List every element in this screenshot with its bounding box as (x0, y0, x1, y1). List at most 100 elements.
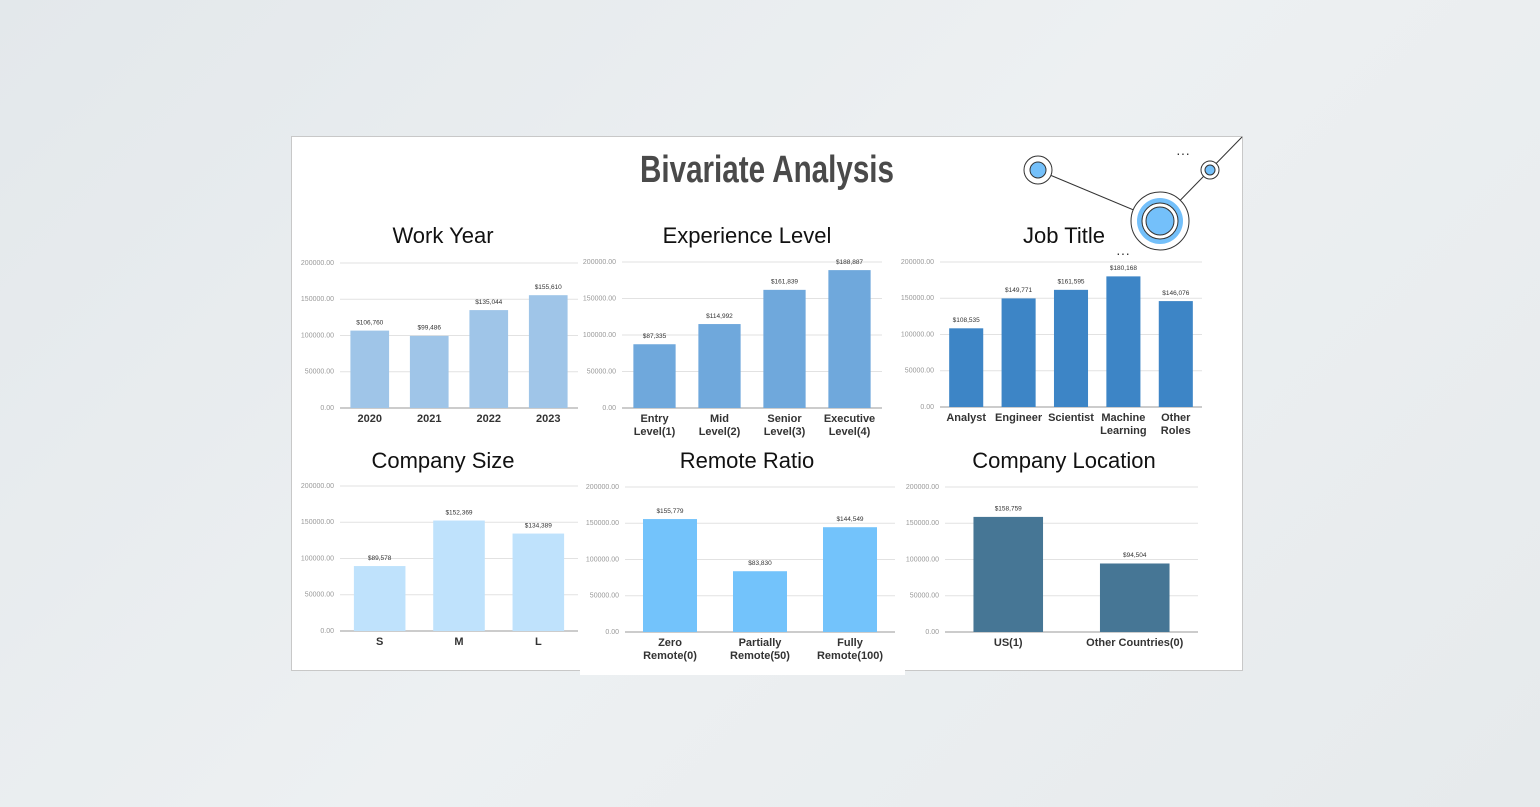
chart-title: Company Location (972, 448, 1155, 473)
x-tick-label: Other Countries(0) (1086, 637, 1184, 649)
x-tick-label: Partially Remote(50) (730, 637, 790, 662)
y-tick-label: 100000.00 (301, 332, 334, 339)
bar (350, 330, 390, 408)
bar (698, 324, 741, 408)
value-label: $144,549 (836, 516, 863, 523)
y-tick-label: 50000.00 (305, 592, 334, 599)
svg-text:···: ··· (1116, 245, 1130, 261)
x-tick-label-box: 2021 (417, 413, 441, 425)
x-tick-label-box: M (454, 636, 464, 648)
value-label: $83,830 (748, 560, 772, 567)
x-tick-label-box: Mid Level(2) (698, 413, 741, 438)
x-tick-label-box: S (375, 636, 384, 648)
bar (433, 520, 485, 631)
y-tick-label: 50000.00 (910, 593, 939, 600)
x-tick-label-box: Engineer (995, 412, 1042, 424)
x-tick-label-box: Entry Level(1) (633, 413, 676, 438)
x-tick-label: Entry Level(1) (633, 413, 676, 438)
bar (1053, 289, 1089, 407)
y-tick-label: 150000.00 (301, 519, 334, 526)
x-tick-label: Executive Level(4) (823, 413, 876, 438)
x-tick-label: L (534, 636, 542, 648)
chart-title: Job Title (1023, 223, 1105, 248)
value-label: $114,992 (706, 313, 733, 320)
x-tick-label: 2020 (357, 413, 382, 425)
y-tick-label: 150000.00 (901, 295, 934, 302)
bar (1001, 298, 1036, 407)
y-tick-label: 0.00 (605, 629, 619, 636)
y-tick-label: 50000.00 (305, 369, 334, 376)
x-tick-label: Fully Remote(100) (816, 637, 884, 662)
value-label: $94,504 (1123, 552, 1147, 559)
value-label: $161,595 (1057, 279, 1084, 286)
value-label: $106,760 (356, 319, 383, 326)
x-tick-label: M (454, 636, 464, 648)
x-tick-label: Analyst (946, 412, 987, 424)
x-tick-label: Machine Learning (1100, 412, 1147, 437)
value-label: $135,044 (475, 299, 502, 306)
bar (1106, 276, 1141, 407)
y-tick-label: 50000.00 (587, 368, 616, 375)
x-tick-label-box: Other Countries(0) (1086, 637, 1184, 649)
x-tick-label-box: Other Roles (1160, 412, 1191, 437)
x-tick-label-box: Fully Remote(100) (816, 637, 884, 662)
x-tick-label-box: Analyst (946, 412, 987, 424)
value-label: $89,578 (368, 555, 392, 562)
x-tick-label-box: Partially Remote(50) (730, 637, 790, 662)
bar (633, 344, 676, 408)
y-tick-label: 150000.00 (906, 520, 939, 527)
x-tick-label: 2022 (476, 413, 501, 425)
x-tick-label: Senior Level(3) (763, 413, 806, 438)
x-tick-label-box: Senior Level(3) (763, 413, 806, 438)
value-label: $134,389 (525, 522, 552, 529)
value-label: $108,535 (953, 317, 980, 324)
y-tick-label: 0.00 (320, 405, 334, 412)
x-tick-label-box: US(1) (993, 637, 1023, 649)
y-tick-label: 200000.00 (301, 483, 334, 490)
value-label: $161,839 (771, 279, 798, 286)
bar (353, 566, 406, 631)
x-tick-label-box: Executive Level(4) (823, 413, 876, 438)
value-label: $149,771 (1005, 287, 1032, 294)
bar (823, 527, 877, 632)
x-tick-label: Scientist (1048, 412, 1094, 424)
y-tick-label: 200000.00 (901, 259, 934, 266)
y-tick-label: 200000.00 (301, 260, 334, 267)
x-tick-label-box: 2020 (357, 413, 382, 425)
bar (643, 519, 697, 632)
x-tick-label-box: Zero Remote(0) (643, 637, 697, 662)
y-tick-label: 100000.00 (906, 556, 939, 563)
bar (973, 516, 1044, 632)
bar (528, 295, 568, 408)
x-tick-label-box: L (534, 636, 542, 648)
chart-title: Experience Level (663, 223, 832, 248)
y-tick-label: 150000.00 (583, 295, 616, 302)
y-tick-label: 0.00 (925, 629, 939, 636)
x-tick-label: S (375, 636, 384, 648)
y-tick-label: 100000.00 (586, 556, 619, 563)
bar (763, 289, 806, 408)
chart-title: Company Size (371, 448, 514, 473)
value-label: $146,076 (1162, 290, 1189, 297)
bar (469, 310, 509, 408)
y-tick-label: 0.00 (320, 628, 334, 635)
x-tick-label-box: Machine Learning (1100, 412, 1147, 437)
x-tick-label-box: 2023 (536, 413, 561, 425)
y-tick-label: 200000.00 (906, 484, 939, 491)
x-tick-label: Mid Level(2) (698, 413, 741, 438)
x-tick-label-box: Scientist (1048, 412, 1094, 424)
svg-text:···: ··· (1176, 145, 1190, 161)
value-label: $155,779 (656, 508, 683, 515)
y-tick-label: 150000.00 (586, 520, 619, 527)
x-tick-label: US(1) (993, 637, 1023, 649)
main-title: Bivariate Analysis (640, 149, 894, 191)
bar (828, 270, 871, 408)
x-tick-label: Other Roles (1160, 412, 1191, 437)
x-tick-label: 2023 (536, 413, 561, 425)
y-tick-label: 100000.00 (301, 555, 334, 562)
value-label: $188,887 (836, 259, 863, 266)
y-tick-label: 0.00 (920, 404, 934, 411)
bar (733, 571, 787, 632)
bar (1158, 301, 1193, 407)
